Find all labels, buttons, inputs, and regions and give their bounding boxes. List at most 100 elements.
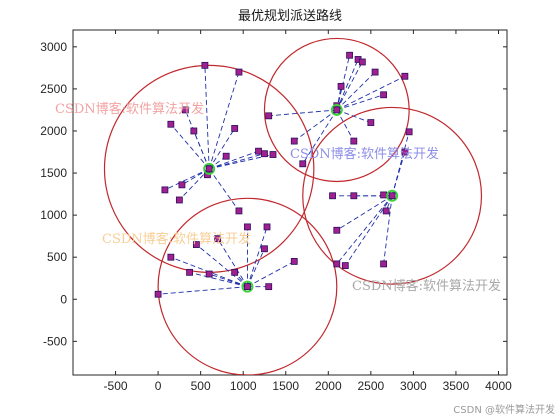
delivery-point — [190, 127, 198, 135]
x-tick-label: 3000 — [400, 379, 427, 393]
delivery-point — [350, 137, 358, 145]
delivery-point — [235, 207, 243, 215]
y-tick-label: -500 — [43, 334, 67, 348]
route-line — [247, 248, 265, 287]
watermark-1: CSDN博客:软件算法开发 — [55, 101, 204, 117]
delivery-point — [186, 268, 193, 276]
delivery-point — [222, 152, 230, 160]
route-line — [247, 226, 268, 287]
route-line — [302, 109, 338, 165]
route-line — [217, 238, 248, 287]
route-line — [336, 71, 376, 111]
delivery-point — [329, 192, 336, 200]
route-line — [336, 55, 351, 111]
x-tick-label: 500 — [191, 379, 211, 393]
delivery-point — [350, 192, 358, 200]
route-line — [209, 150, 259, 170]
route-line — [209, 154, 274, 170]
delivery-point — [181, 106, 189, 114]
plot-area — [72, 29, 508, 376]
route-line — [336, 59, 359, 111]
route-line — [336, 109, 371, 123]
x-tick-label: 1000 — [230, 379, 257, 393]
delivery-point — [382, 207, 390, 215]
route-line — [336, 75, 406, 111]
route-line — [336, 195, 393, 265]
delivery-point — [161, 186, 169, 194]
route-line — [204, 65, 210, 169]
delivery-point — [175, 196, 183, 204]
route-line — [293, 109, 338, 142]
route-line — [383, 195, 393, 264]
watermark-3: CSDN博客:软件算法开发 — [102, 231, 251, 247]
route-line — [181, 168, 210, 186]
delivery-point — [265, 283, 273, 291]
x-tick-label: 1500 — [272, 379, 299, 393]
delivery-point — [205, 270, 213, 278]
delivery-point — [358, 58, 366, 66]
chart-title: 最优规划派送路线 — [238, 8, 342, 24]
delivery-point — [405, 128, 413, 136]
delivery-point — [380, 260, 388, 268]
route-line — [247, 261, 295, 288]
center-markers — [203, 103, 399, 293]
route-line — [196, 244, 248, 287]
delivery-points — [154, 51, 413, 298]
delivery-point — [371, 68, 379, 76]
route-line — [208, 71, 240, 169]
route-line — [164, 168, 210, 191]
x-tick-label: 2500 — [357, 379, 384, 393]
delivery-point — [341, 262, 349, 270]
delivery-point — [401, 148, 409, 156]
center-marker-3 — [386, 189, 399, 202]
radius-circle-3 — [302, 106, 483, 285]
delivery-point — [231, 268, 239, 276]
delivery-point — [235, 68, 243, 76]
y-tick-label: 3000 — [40, 40, 67, 54]
center-marker-2 — [330, 103, 343, 116]
route-line — [336, 109, 355, 142]
y-tick-label: 1000 — [40, 208, 67, 222]
delivery-point — [201, 61, 209, 69]
x-tick-label: 2000 — [315, 379, 342, 393]
delivery-point — [167, 253, 175, 261]
delivery-point — [401, 72, 409, 80]
route-line — [209, 273, 248, 288]
delivery-point — [154, 290, 162, 298]
center-point-4 — [244, 283, 251, 291]
delivery-point — [290, 258, 298, 265]
delivery-point — [367, 119, 375, 126]
route-line — [336, 94, 384, 111]
delivery-point — [167, 120, 175, 128]
delivery-point — [380, 91, 388, 99]
x-tick-label: 0 — [155, 379, 162, 393]
x-axis-ticks: -500 0 500 1000 1500 2000 2500 3000 3500 4000 — [104, 30, 512, 393]
delivery-point — [261, 245, 268, 253]
center-point-3 — [388, 192, 396, 200]
route-line — [193, 130, 210, 170]
delivery-point — [346, 51, 353, 59]
delivery-point — [261, 150, 268, 158]
y-tick-label: 2500 — [40, 82, 67, 96]
delivery-point — [255, 147, 262, 155]
y-tick-label: 0 — [60, 292, 67, 306]
radius-circle-4 — [157, 197, 338, 375]
delivery-point — [333, 226, 341, 234]
route-line — [179, 168, 210, 201]
y-axis-ticks: -500 0 500 1000 1500 2000 2500 3000 — [40, 40, 507, 348]
center-marker-4 — [241, 280, 254, 293]
delivery-point — [380, 191, 388, 199]
radius-circle-2 — [263, 37, 410, 183]
x-tick-label: 3500 — [443, 379, 470, 393]
delivery-point — [214, 235, 222, 243]
delivery-point — [333, 260, 341, 268]
x-tick-label: 4000 — [485, 379, 512, 393]
center-marker-1 — [203, 162, 216, 175]
y-tick-label: 2000 — [40, 124, 67, 138]
route-line — [344, 195, 393, 266]
watermark-4: CSDN博客:软件算法开发 — [352, 278, 501, 294]
watermark-corner: CSDN @软件算法开发 — [453, 403, 555, 416]
y-tick-label: 1500 — [40, 166, 67, 180]
route-line — [336, 195, 393, 231]
